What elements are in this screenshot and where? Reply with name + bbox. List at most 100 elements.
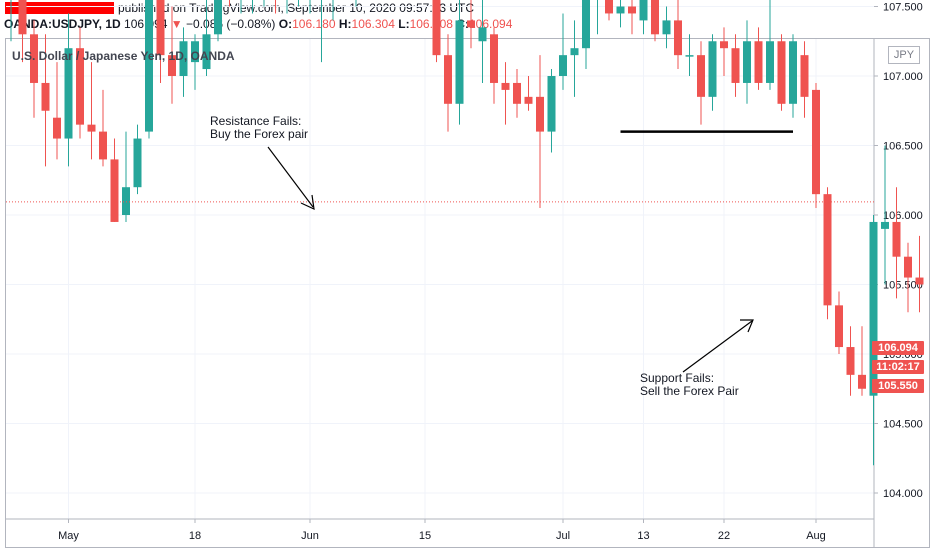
high-value: 106.304 [351,17,395,31]
candle-body [800,55,809,97]
candle-body [685,55,694,57]
candle-body [720,41,728,49]
time-tick-label: 15 [419,530,431,542]
candle-body [915,277,924,285]
candle [10,0,12,42]
candle-body [467,20,475,28]
candle-body [87,124,96,132]
candle [286,0,288,14]
time-tick-label: 18 [189,530,201,542]
candle-body [202,34,211,70]
candle [812,82,820,209]
candle [252,0,253,14]
candle [731,34,740,97]
candle [41,34,50,167]
candle-body [570,48,579,56]
candle-body [904,256,912,278]
candle [720,27,728,76]
candle-body [766,41,774,83]
candle-body [156,0,165,56]
candle [846,326,855,396]
candle-body [835,305,843,348]
candle-body [168,55,176,76]
price-tick-label: 106.000 [883,210,923,222]
countdown-tag: 11:02:17 [872,360,924,374]
candle-body [651,0,659,35]
candle-body [99,131,107,160]
candle-body [513,82,521,104]
candle [892,187,901,299]
support-arrow-line [682,320,753,373]
candle [18,0,27,63]
candle [30,20,38,118]
candle-body [697,55,705,97]
last-price-tag: 106.094 [872,341,924,355]
candle [275,0,276,14]
candle [298,0,299,7]
candle [605,0,613,21]
candle [214,0,222,42]
candle-body [30,34,38,83]
candle-body [501,82,510,90]
candle [240,0,242,14]
time-tick-label: Jun [301,530,319,542]
candle-body [64,48,73,139]
candle-body [214,0,222,35]
resistance-arrow-line [267,146,314,208]
currency-label[interactable]: JPY [888,46,920,64]
candle-body [789,41,797,104]
time-axis: May 18 Jun 15 Jul 13 22 Aug [6,518,874,542]
candle [536,55,544,209]
candle [490,27,498,104]
candle [582,0,590,70]
price-tick-label: 107.500 [883,2,923,14]
candle [547,69,556,153]
price-tick-label: 106.500 [883,141,923,153]
candle [191,34,199,90]
candle-body [191,41,199,63]
candle [651,0,659,42]
candle-body [547,76,556,132]
time-tick-label: Aug [806,530,826,542]
published-info: published on TradingView.com, September … [118,1,475,15]
candle-body [846,347,855,375]
price-tick-label: 104.500 [883,419,923,431]
candle-body [53,117,61,139]
low-label: L: [398,17,410,31]
candle [133,124,142,195]
candle [478,0,487,83]
price-change: −0.086 (−0.08%) [186,17,276,31]
candle [444,34,452,132]
candle-body [455,20,464,104]
candle [777,34,786,111]
redacted-author-bar [5,2,114,14]
candle [332,0,334,21]
candle-body [674,20,682,56]
candle [915,235,924,313]
candle [639,0,648,35]
candle [122,131,130,222]
candle-body [110,159,119,222]
price-tag-2: 105.550 [872,379,924,393]
candle [455,0,464,125]
open-label: O: [278,17,293,31]
candle [823,187,832,320]
candle [570,20,579,97]
candle-body [605,0,613,14]
candle [685,34,694,76]
candle [708,34,717,111]
candle [432,0,441,63]
candle [321,0,322,63]
candle-body [639,0,648,21]
candle [87,62,96,160]
candle [524,76,533,111]
candles [10,0,924,466]
candle-body [708,41,717,97]
candle-body [731,48,740,83]
symbol-label[interactable]: OANDA:USDJPY, 1D [4,17,121,31]
candle-body [823,194,832,306]
candle-body [41,82,50,111]
candle-body [582,0,590,49]
candle-body [616,6,625,14]
